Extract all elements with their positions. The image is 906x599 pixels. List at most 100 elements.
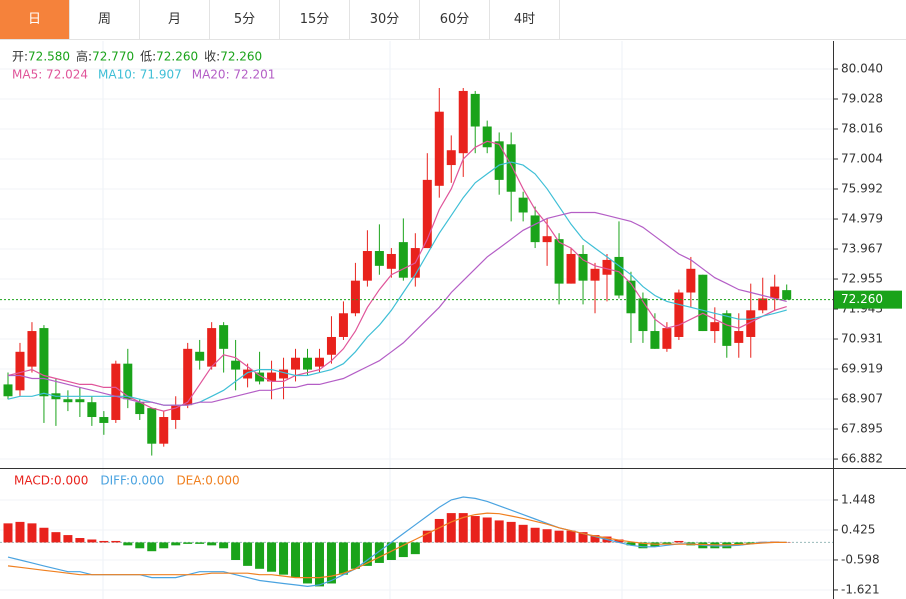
legend-entry: DEA:0.000 [176,474,239,488]
macd-bar [27,523,37,543]
candle-body [494,141,504,180]
y-tick-label: 69.919 [841,362,883,376]
period-tab[interactable]: 5分 [210,0,280,39]
y-tick-label: -0.598 [841,552,880,566]
candle-body [326,336,336,355]
series-line [7,496,787,588]
candle-body [159,417,169,444]
macd-bar [518,524,528,543]
macd-bar [554,530,564,543]
legend-entry: MA20: 72.201 [192,68,276,82]
macd-bar [183,542,193,544]
period-tab[interactable]: 日 [0,0,70,39]
ohlc-label: 开: [12,50,28,64]
candle-body [171,405,181,420]
macd-bar [458,513,468,543]
macd-bar [87,539,97,543]
candle-body [15,351,25,391]
candle-body [219,325,229,349]
series-line [8,211,787,406]
macd-bar [326,542,336,584]
candle-body [578,253,588,281]
y-tick-label: 67.895 [841,422,883,436]
period-tab[interactable]: 周 [70,0,140,39]
macd-bar [422,530,432,543]
macd-bar [51,532,61,543]
candle-body [698,274,708,332]
candle-body [674,292,684,337]
macd-bar [494,520,504,543]
macd-bar [135,542,145,549]
candle-body [183,348,193,406]
y-tick-label: 78.016 [841,122,883,136]
candle-body [135,402,145,415]
candle-body [111,363,121,420]
macd-bar [626,542,636,546]
candle-body [374,251,384,266]
ohlc-value: 72.260 [156,50,198,64]
macd-bar [590,535,600,543]
candle-body [27,331,37,367]
candle-body [530,215,540,243]
period-tab[interactable]: 30分 [350,0,420,39]
legend-entry: MA5: 72.024 [12,68,88,82]
ohlc-label: 收: [204,50,220,64]
macd-bar [147,542,157,552]
macd-bar [3,523,13,543]
macd-bar [566,530,576,543]
macd-bar [39,527,49,543]
candle-body [770,286,780,299]
macd-bar [470,516,480,543]
y-tick-label: 74.979 [841,212,883,226]
macd-bar [195,542,205,544]
macd-bar [674,540,684,543]
candle-body [147,408,157,444]
y-tick-label: 66.882 [841,452,883,466]
macd-bar [219,542,229,549]
macd-bar [279,542,289,575]
y-tick-label: 80.040 [841,62,883,76]
macd-bar [410,542,420,555]
ohlc-label: 高: [76,49,92,64]
period-tab[interactable]: 月 [140,0,210,39]
macd-bar [123,542,133,546]
macd-bar [434,518,444,543]
y-tick-label: 75.992 [841,182,883,196]
candle-body [422,179,432,249]
candle-body [650,331,660,349]
y-tick-label: 70.931 [841,332,883,346]
candle-body [446,150,456,166]
candle-body [662,328,672,349]
candle-body [3,384,13,397]
macd-bar [542,529,552,543]
period-tab[interactable]: 60分 [420,0,490,39]
macd-bar [398,542,408,558]
macd-bar [506,521,516,543]
candle-body [231,360,241,370]
legend-entry: DIFF:0.000 [100,474,164,488]
period-tab[interactable]: 4时 [490,0,560,39]
macd-bar [303,542,312,584]
series-line [7,512,787,579]
candle-body [434,111,444,186]
candle-body [602,259,612,275]
macd-bar [291,542,301,578]
candle-body [746,310,756,337]
macd-bar [63,535,73,543]
macd-bar [75,538,85,543]
candle-body [39,328,49,397]
macd-bar [530,527,540,543]
legend-entry: MACD:0.000 [14,474,88,488]
y-tick-label: 79.028 [841,92,883,106]
y-tick-label: 0.425 [841,522,875,536]
candle-body [75,399,85,403]
candle-body [482,126,492,148]
macd-bar [482,517,492,543]
period-tab[interactable]: 15分 [280,0,350,39]
candle-body [626,280,636,314]
y-tick-label: 1.448 [841,492,875,506]
macd-bar [243,542,253,566]
last-price-label: 72.260 [841,292,883,306]
candle-body [758,298,768,311]
macd-bar [350,542,360,569]
